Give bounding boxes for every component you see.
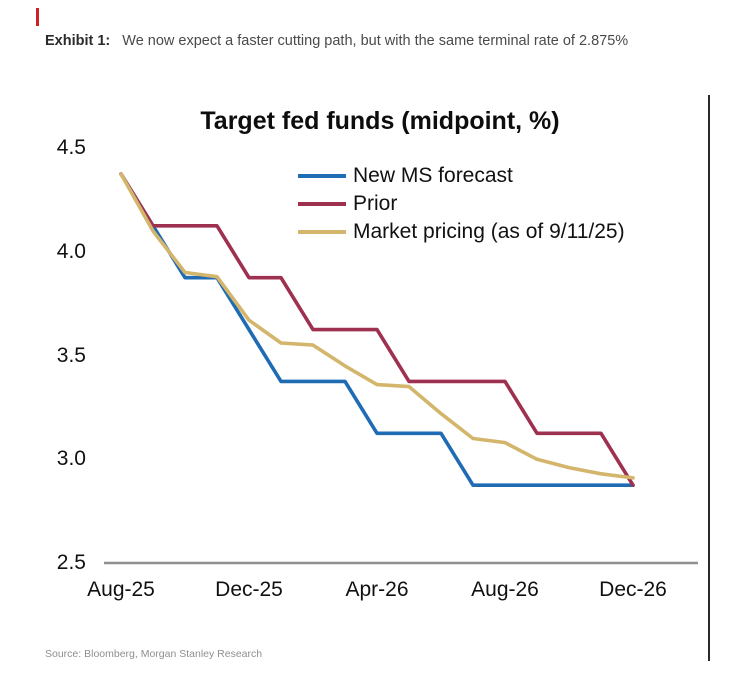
exhibit-caption-label: Exhibit 1: (45, 33, 111, 49)
exhibit-caption: Exhibit 1: We now expect a faster cutting… (45, 30, 700, 53)
y-tick-label: 2.5 (56, 551, 86, 574)
y-tick-label: 4.0 (56, 239, 86, 263)
page-edge-red-mark (36, 8, 39, 26)
page-edge-line (708, 95, 710, 661)
legend-item: Prior (298, 190, 625, 218)
y-tick-label: 4.5 (56, 136, 86, 159)
source-note: Source: Bloomberg, Morgan Stanley Resear… (45, 648, 263, 660)
legend-label: Market pricing (as of 9/11/25) (353, 220, 625, 243)
x-tick-label: Dec-26 (599, 578, 667, 601)
legend-line-swatch-market (298, 230, 346, 234)
x-tick-label: Aug-26 (471, 578, 539, 601)
series-line (119, 172, 635, 488)
y-tick-label: 3.0 (56, 447, 86, 471)
chart-legend: New MS forecast Prior Market pricing (as… (298, 162, 625, 246)
x-tick-label: Dec-25 (215, 578, 283, 601)
chart-title: Target fed funds (midpoint, %) (200, 107, 560, 135)
series-line (119, 172, 635, 480)
x-tick-label: Apr-26 (345, 578, 409, 601)
exhibit-caption-text: We now expect a faster cutting path, but… (122, 33, 629, 49)
legend-line-swatch-new-ms (298, 174, 346, 178)
series-lines (119, 172, 635, 488)
legend-line-swatch-prior (298, 202, 346, 206)
legend-label: New MS forecast (353, 164, 513, 187)
series-line (119, 172, 635, 488)
x-tick-label: Aug-25 (87, 578, 155, 601)
y-tick-label: 3.5 (56, 343, 86, 367)
legend-item: New MS forecast (298, 162, 625, 190)
legend-item: Market pricing (as of 9/11/25) (298, 218, 625, 246)
legend-label: Prior (353, 192, 398, 215)
